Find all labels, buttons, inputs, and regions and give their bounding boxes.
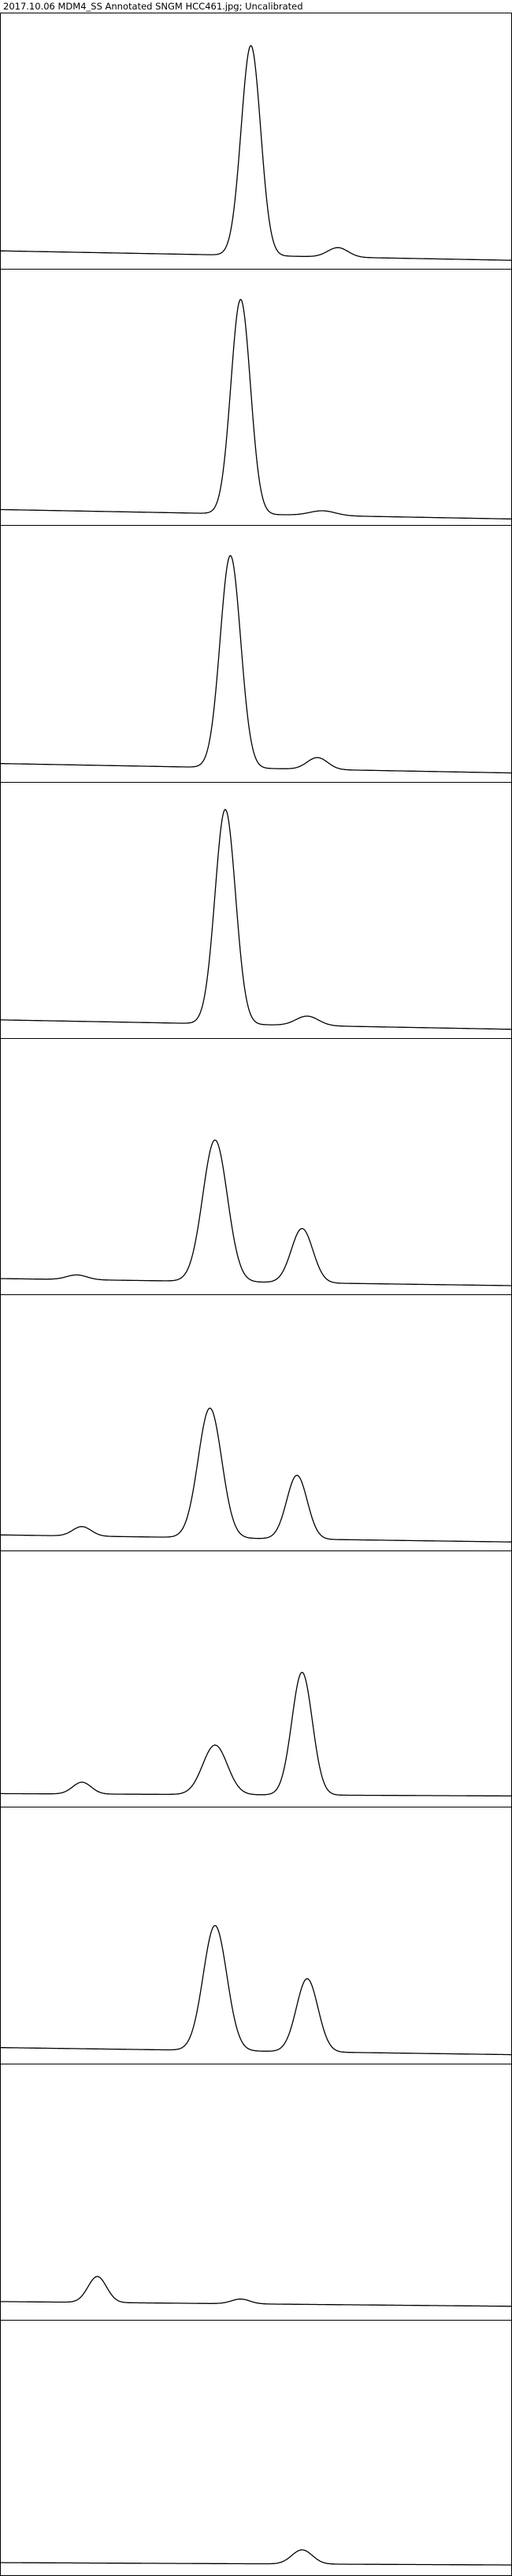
lane-profile-9 [0,2276,512,2307]
lane-profile-7 [0,1672,512,1797]
lane-profile-8 [0,1925,512,2056]
chart-title: 2017.10.06 MDM4_SS Annotated SNGM HCC461… [3,1,303,12]
lane-profile-4 [0,808,512,1030]
lane-profile-5 [0,1139,512,1286]
lane-profile-1 [0,45,512,261]
lane-profile-10 [0,2549,512,2566]
lane-profile-2 [0,299,512,520]
lane-profile-3 [0,555,512,774]
lane-profile-6 [0,1407,512,1543]
